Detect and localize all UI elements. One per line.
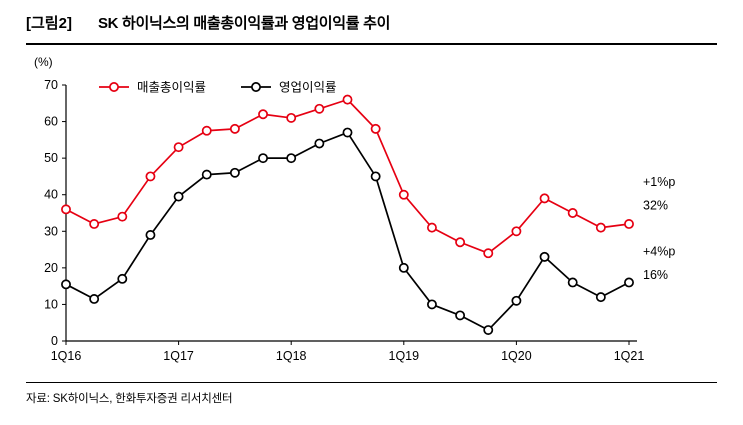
gross-margin-marker	[624, 219, 634, 229]
x-tick-label: 1Q16	[51, 349, 82, 363]
figure-tag: [그림2]	[26, 15, 72, 32]
operating-margin-marker	[286, 153, 297, 164]
operating-margin-marker	[314, 138, 325, 149]
y-axis-unit-label: (%)	[34, 55, 53, 69]
annotation-label: +4%p	[643, 244, 675, 258]
gross-margin-marker	[455, 237, 466, 248]
source-note: 자료: SK하이닉스, 한화투자증권 리서치센터	[26, 393, 233, 405]
operating-margin-marker	[455, 310, 466, 321]
operating-margin-marker	[89, 293, 100, 304]
gross-margin-marker	[595, 222, 606, 233]
gross-margin-marker	[483, 248, 494, 259]
gross-margin-marker	[370, 123, 381, 134]
x-tick-label: 1Q17	[163, 349, 194, 363]
operating-margin-marker	[61, 279, 71, 290]
footer-rule	[26, 382, 717, 383]
y-tick-label: 0	[51, 334, 58, 348]
annotation-label: +1%p	[643, 175, 675, 189]
y-tick-label: 60	[44, 115, 58, 129]
operating-margin-marker	[117, 273, 128, 284]
gross-margin-marker	[342, 94, 353, 105]
operating-margin-marker	[595, 292, 606, 303]
gross-margin-marker	[89, 219, 100, 229]
gross-margin-marker	[229, 123, 240, 134]
x-tick-label: 1Q18	[276, 349, 307, 363]
operating-margin-marker	[511, 295, 522, 306]
figure-title: SK 하이닉스의 매출총이익률과 영업이익률 추이	[97, 15, 391, 32]
operating-margin-marker	[145, 229, 156, 240]
y-tick-label: 20	[44, 261, 58, 275]
gross-margin-marker	[117, 211, 128, 222]
gross-margin-marker	[398, 189, 409, 200]
annotation-label: 32%	[643, 199, 668, 213]
chart-area: 0 10 20 30 40 50 60 70 1Q16 1Q17 1Q18 1Q19 1Q20 1Q21 매…	[26, 71, 717, 378]
operating-margin-marker	[398, 262, 409, 273]
y-tick-label: 10	[44, 297, 58, 311]
operating-margin-marker	[201, 169, 212, 180]
operating-margin-legend-marker	[251, 82, 261, 92]
x-tick-label: 1Q21	[614, 349, 645, 363]
operating-margin-marker	[370, 171, 381, 182]
gross-margin-marker	[427, 222, 437, 233]
gross-margin-marker	[314, 103, 325, 114]
gross-margin-legend-label: 매출총이익률	[137, 81, 206, 95]
y-tick-label: 70	[44, 78, 58, 92]
gross-margin-marker	[258, 109, 268, 120]
gross-margin-marker	[145, 171, 156, 182]
operating-margin-marker	[258, 153, 268, 164]
operating-margin-marker	[483, 325, 494, 335]
figure-header: [그림2] SK 하이닉스의 매출총이익률과 영업이익률 추이	[26, 13, 717, 35]
y-tick-label: 50	[44, 151, 58, 165]
gross-margin-marker	[201, 125, 212, 136]
y-tick-label: 30	[44, 224, 58, 238]
annotation-label: 16%	[643, 268, 668, 282]
operating-margin-marker	[342, 127, 353, 138]
gross-margin-marker	[567, 208, 578, 218]
operating-margin-marker	[539, 251, 550, 262]
y-tick-label: 40	[44, 188, 58, 202]
operating-margin-marker	[229, 167, 240, 178]
margin-trend-line-chart: 0 10 20 30 40 50 60 70 1Q16 1Q17 1Q18 1Q19 1Q20 1Q21 매…	[44, 78, 675, 363]
x-tick-label: 1Q19	[389, 349, 420, 363]
gross-margin-marker	[286, 112, 297, 123]
operating-margin-marker	[427, 299, 437, 310]
gross-margin-marker	[61, 204, 71, 215]
operating-margin-legend-label: 영업이익률	[279, 81, 337, 95]
x-tick-label: 1Q20	[501, 349, 532, 363]
gross-margin-marker	[511, 226, 522, 237]
gross-margin-marker	[539, 193, 550, 204]
gross-margin-marker	[173, 142, 184, 153]
operating-margin-marker	[173, 191, 184, 202]
gross-margin-legend-marker	[109, 82, 119, 92]
operating-margin-marker	[624, 277, 634, 288]
header-rule	[26, 43, 717, 45]
operating-margin-marker	[567, 277, 578, 288]
